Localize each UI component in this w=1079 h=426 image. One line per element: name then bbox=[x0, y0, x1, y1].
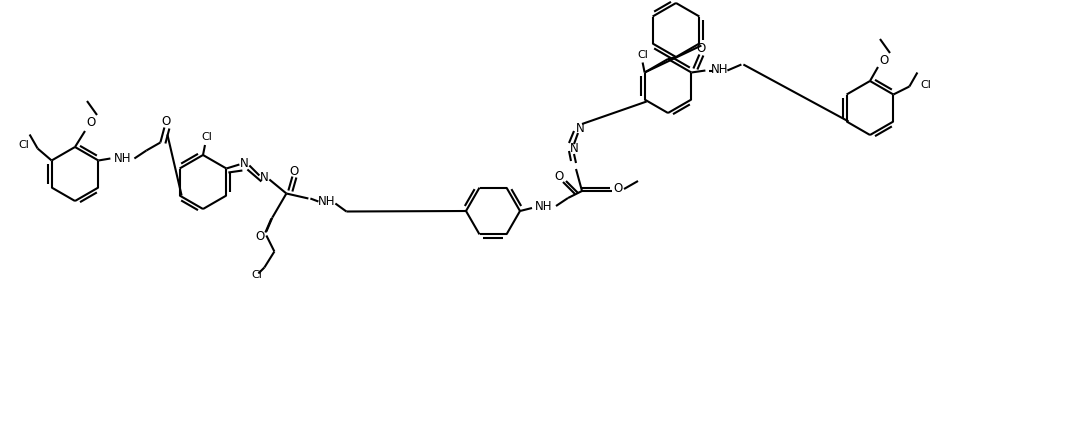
Text: N: N bbox=[570, 143, 578, 155]
Text: O: O bbox=[256, 230, 265, 243]
Text: NH: NH bbox=[113, 152, 132, 165]
Text: Cl: Cl bbox=[18, 141, 29, 150]
Text: O: O bbox=[290, 165, 299, 178]
Text: NH: NH bbox=[711, 63, 728, 76]
Text: Cl: Cl bbox=[202, 132, 213, 142]
Text: O: O bbox=[879, 54, 889, 66]
Text: O: O bbox=[555, 170, 563, 184]
Text: NH: NH bbox=[535, 199, 552, 213]
Text: Cl: Cl bbox=[251, 271, 262, 280]
Text: NH: NH bbox=[317, 195, 336, 208]
Text: Cl: Cl bbox=[638, 49, 648, 60]
Text: O: O bbox=[86, 116, 96, 130]
Text: O: O bbox=[697, 42, 706, 55]
Text: Cl: Cl bbox=[920, 80, 931, 89]
Text: N: N bbox=[260, 171, 269, 184]
Text: O: O bbox=[613, 182, 623, 196]
Text: O: O bbox=[162, 115, 170, 128]
Text: N: N bbox=[575, 123, 585, 135]
Text: N: N bbox=[240, 157, 249, 170]
